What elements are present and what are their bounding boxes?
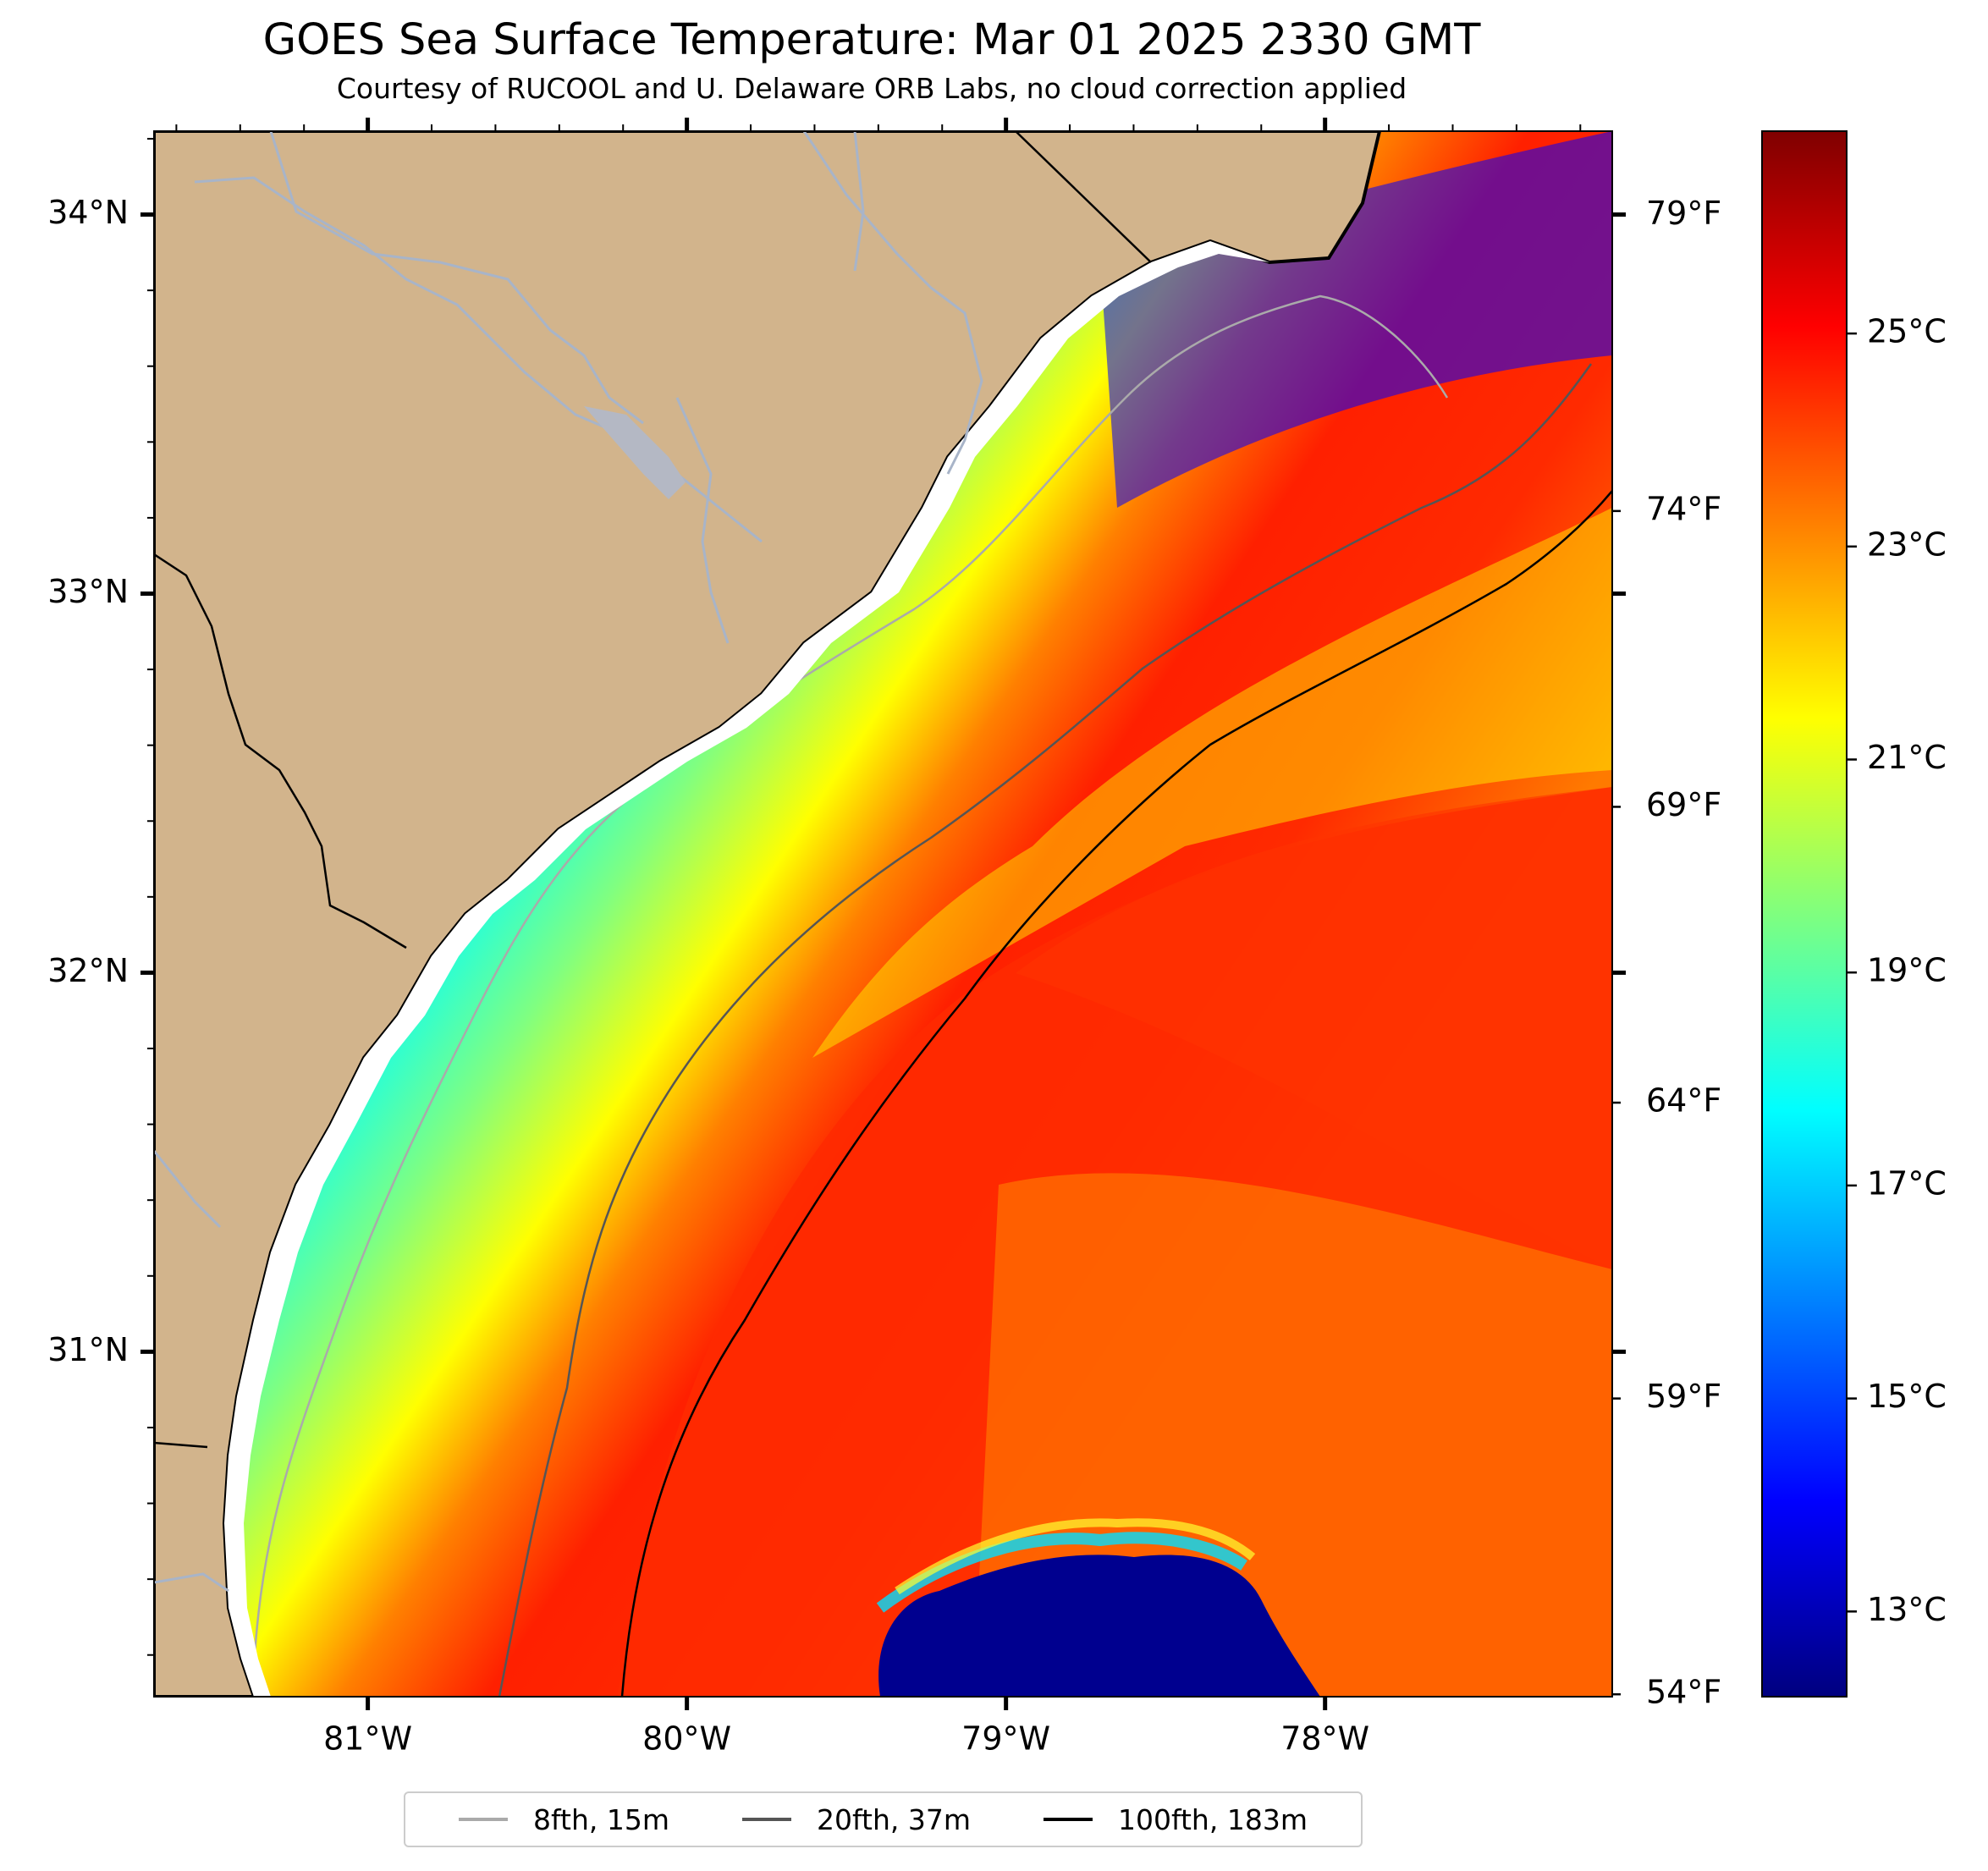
cold-pool-edge bbox=[876, 1532, 1247, 1613]
celsius-tick-label: 13°C bbox=[1867, 1591, 1947, 1628]
state-border-ga-fl bbox=[154, 1441, 208, 1449]
legend: 8fth, 15m 20fth, 37m 100fth, 183m bbox=[404, 1791, 1363, 1847]
longitude-ticks: 81°W 80°W 79°W 78°W bbox=[175, 118, 1582, 1758]
cold-north-water bbox=[1100, 131, 1612, 508]
legend-entry-8fth: 8fth, 15m bbox=[458, 1802, 669, 1836]
colorbar: 25°C 23°C 21°C 19°C 17°C 15°C 13°C bbox=[1761, 130, 1947, 1698]
legend-entry-20fth: 20fth, 37m bbox=[741, 1802, 971, 1836]
lat-tick-label: 33°N bbox=[47, 573, 129, 610]
legend-swatch-8fth bbox=[458, 1818, 508, 1821]
fahrenheit-tick-label: 69°F bbox=[1646, 786, 1721, 823]
contour-20fth bbox=[498, 363, 1593, 1697]
celsius-tick-label: 25°C bbox=[1867, 313, 1947, 350]
fahrenheit-tick-label: 64°F bbox=[1646, 1082, 1721, 1120]
colorbar-gradient bbox=[1761, 130, 1848, 1698]
celsius-tick-label: 19°C bbox=[1867, 952, 1947, 989]
celsius-tick-label: 23°C bbox=[1867, 526, 1947, 563]
celsius-tick-label: 15°C bbox=[1867, 1378, 1947, 1415]
lat-tick-label: 31°N bbox=[47, 1331, 129, 1368]
legend-swatch-100fth bbox=[1043, 1818, 1093, 1821]
lon-tick-label: 80°W bbox=[642, 1720, 731, 1758]
legend-label-100fth: 100fth, 183m bbox=[1117, 1802, 1308, 1836]
fahrenheit-ticks: 79°F 74°F 69°F 64°F 59°F 54°F bbox=[1612, 195, 1721, 1711]
legend-entry-100fth: 100fth, 183m bbox=[1043, 1802, 1308, 1836]
contour-100fth bbox=[620, 490, 1612, 1697]
latitude-ticks: 34°N 33°N 32°N 31°N bbox=[47, 137, 1626, 1656]
legend-label-8fth: 8fth, 15m bbox=[532, 1802, 669, 1836]
fahrenheit-tick-label: 54°F bbox=[1646, 1674, 1721, 1711]
rivers bbox=[154, 131, 983, 1593]
legend-swatch-20fth bbox=[741, 1818, 791, 1821]
lat-tick-label: 34°N bbox=[47, 194, 129, 231]
lon-tick-label: 79°W bbox=[961, 1720, 1050, 1758]
fahrenheit-tick-label: 74°F bbox=[1646, 490, 1721, 527]
celsius-ticks: 25°C 23°C 21°C 19°C 17°C 15°C 13°C bbox=[1847, 313, 1947, 1628]
cold-pool bbox=[878, 1555, 1320, 1697]
gulf-stream-east bbox=[1016, 787, 1612, 1269]
celsius-tick-label: 21°C bbox=[1867, 739, 1947, 776]
fahrenheit-tick-label: 79°F bbox=[1646, 195, 1721, 232]
map-area bbox=[154, 131, 1612, 1697]
map-title: GOES Sea Surface Temperature: Mar 01 202… bbox=[262, 15, 1481, 65]
state-border-sc-ga bbox=[154, 553, 407, 949]
state-border-nc-sc bbox=[1015, 131, 1152, 263]
lat-tick-label: 32°N bbox=[47, 952, 129, 989]
fahrenheit-tick-label: 59°F bbox=[1646, 1378, 1721, 1415]
cold-pool-front bbox=[895, 1518, 1256, 1595]
lon-tick-label: 78°W bbox=[1280, 1720, 1369, 1758]
celsius-tick-label: 17°C bbox=[1867, 1164, 1947, 1202]
lake bbox=[584, 406, 686, 499]
near-shore-band bbox=[224, 241, 1269, 1697]
warm-shelf-band bbox=[812, 508, 1612, 1058]
map-frame bbox=[153, 130, 1613, 1698]
lon-tick-label: 81°W bbox=[323, 1720, 412, 1758]
legend-label-20fth: 20fth, 37m bbox=[816, 1802, 971, 1836]
map-subtitle: Courtesy of RUCOOL and U. Delaware ORB L… bbox=[336, 72, 1407, 105]
